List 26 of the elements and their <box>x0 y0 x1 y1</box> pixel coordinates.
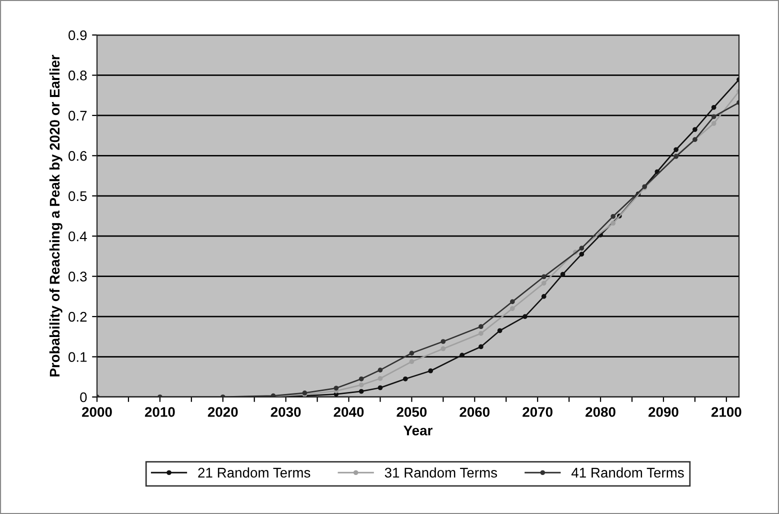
x-tick-label: 2070 <box>522 407 552 417</box>
y-tick-label: 0.6 <box>68 151 87 161</box>
y-tick-label: 0.3 <box>68 272 87 282</box>
y-tick-label: 0.4 <box>68 231 87 242</box>
y-tick-label: 0 <box>80 392 87 402</box>
y-axis-title: Probability of Reaching a Peak by 2020 or Earlier <box>49 54 62 376</box>
x-tick-label: 2080 <box>586 407 616 417</box>
x-axis-title: Year <box>404 426 432 436</box>
y-tick-label: 0.1 <box>68 352 87 362</box>
legend-label: 31 Random Terms <box>384 467 498 478</box>
x-tick-label: 2020 <box>208 407 238 417</box>
y-tick-label: 0.7 <box>68 110 87 121</box>
x-tick-label: 2000 <box>82 407 112 417</box>
x-tick-label: 2090 <box>648 407 678 417</box>
y-tick-label: 0.8 <box>68 70 87 80</box>
y-tick-label: 0.2 <box>68 312 87 322</box>
legend-label: 21 Random Terms <box>198 467 310 478</box>
y-tick-label: 0.9 <box>68 30 87 40</box>
x-tick-label: 2060 <box>460 407 490 417</box>
legend-label: 41 Random Terms <box>571 467 684 478</box>
x-tick-label: 2100 <box>711 407 742 417</box>
x-tick-label: 2040 <box>334 407 364 417</box>
x-tick-label: 2050 <box>396 407 427 417</box>
x-tick-label: 2030 <box>270 407 301 417</box>
y-tick-label: 0.5 <box>68 191 87 202</box>
x-tick-label: 2010 <box>144 407 175 417</box>
